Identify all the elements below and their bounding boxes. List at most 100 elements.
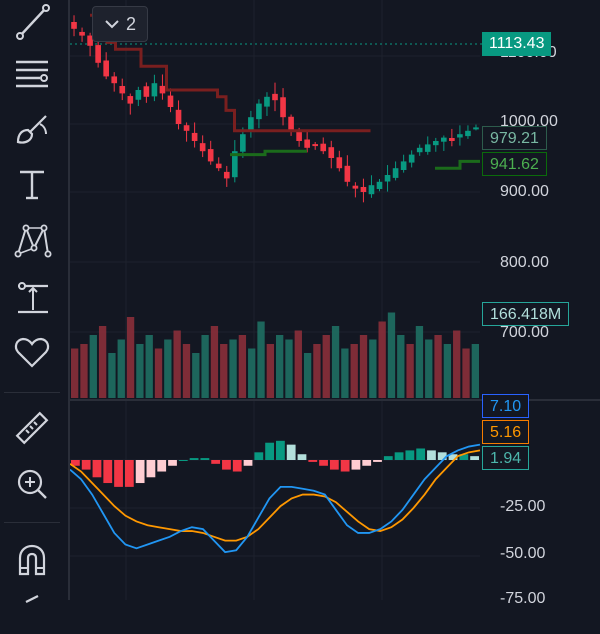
volume-bar xyxy=(341,348,349,398)
candle-body xyxy=(416,147,423,153)
candle-body xyxy=(111,76,118,84)
candle-body xyxy=(449,137,455,141)
magnet-tool[interactable] xyxy=(8,538,56,582)
candle-body xyxy=(143,86,150,97)
histogram-bar xyxy=(146,460,156,478)
volume-bar xyxy=(369,339,377,398)
fib-retracement-icon xyxy=(16,60,48,88)
candle-body xyxy=(384,175,391,182)
text-tool[interactable] xyxy=(8,162,56,206)
magnet-icon xyxy=(18,544,46,576)
volume-bar xyxy=(276,335,284,398)
histogram-bar xyxy=(232,460,242,472)
candle-body xyxy=(151,83,158,97)
histogram-bar xyxy=(297,454,307,460)
candle-body xyxy=(465,130,471,137)
volume-bar xyxy=(89,335,97,398)
histogram-bar xyxy=(114,460,123,487)
measure-projection-icon xyxy=(18,282,48,314)
histogram-bar xyxy=(416,448,426,460)
ruler-tool[interactable] xyxy=(8,406,56,450)
price-axis-label: 800.00 xyxy=(500,254,549,271)
volume-bar xyxy=(192,353,200,398)
volume-bar xyxy=(406,344,414,398)
volume-bar xyxy=(453,330,461,398)
histogram-bar xyxy=(308,460,318,462)
toolbar-divider xyxy=(4,522,60,523)
supertrend-down-line xyxy=(90,13,371,133)
brush-icon xyxy=(16,115,47,144)
trend-line-tool[interactable] xyxy=(8,0,56,44)
histogram-bar xyxy=(103,460,113,484)
candle-body xyxy=(175,109,182,124)
volume-bar xyxy=(117,339,125,398)
price-axis-label: 1000.00 xyxy=(500,113,558,130)
candle-body xyxy=(240,134,246,152)
volume-bar xyxy=(229,339,237,398)
volume-bar xyxy=(220,344,228,398)
histogram-bar xyxy=(211,460,221,464)
indicator-axis-label: -75.00 xyxy=(500,590,546,607)
candle-body xyxy=(457,134,463,138)
histogram-bar xyxy=(383,456,393,460)
chart-area[interactable]: 1100.00 1000.00 900.00 800.00 700.00 -25… xyxy=(70,0,600,607)
candle-body xyxy=(223,171,230,179)
zoom-in-icon xyxy=(17,469,47,499)
candle-body xyxy=(368,185,375,195)
volume-bar xyxy=(257,321,265,398)
collapse-indicators-button[interactable]: 2 xyxy=(92,6,148,42)
histogram-bar xyxy=(362,460,372,466)
supertrend-tag: 941.62 xyxy=(482,152,547,176)
candle-body xyxy=(296,131,302,141)
histogram-bar xyxy=(135,460,145,484)
candle-body xyxy=(432,141,439,146)
projection-tool[interactable] xyxy=(8,276,56,320)
volume-tag: 166.418M xyxy=(482,302,570,326)
candle-body xyxy=(360,186,367,192)
candle-body xyxy=(119,85,126,94)
candle-body xyxy=(215,163,222,169)
indicator-axis-label: -25.00 xyxy=(500,498,546,515)
volume-bar xyxy=(303,353,312,398)
macd-line xyxy=(70,443,481,554)
volume-bar xyxy=(126,317,135,398)
volume-bar xyxy=(238,335,247,398)
price-axis-label: 700.00 xyxy=(500,324,549,341)
histogram-bar xyxy=(168,460,177,466)
fib-retracement-tool[interactable] xyxy=(8,52,56,96)
candle-body xyxy=(167,95,174,107)
volume-bar xyxy=(294,330,302,398)
volume-bar xyxy=(415,326,424,398)
macd-value-tag: 7.10 xyxy=(482,394,530,418)
volume-bar xyxy=(387,312,396,398)
last-price-tag: 1113.43 xyxy=(482,32,552,56)
histogram-bar xyxy=(243,460,253,466)
volume-bar xyxy=(462,348,470,398)
histogram-bar xyxy=(437,452,447,460)
candle-body xyxy=(288,116,294,131)
volume-bar xyxy=(266,344,274,398)
candle-body xyxy=(320,143,327,152)
pattern-tool-icon xyxy=(14,224,52,258)
histogram-bar xyxy=(459,454,469,460)
histogram-bar xyxy=(470,456,479,460)
histogram-bar xyxy=(178,460,188,461)
candle-body xyxy=(336,157,343,169)
candle-body xyxy=(95,45,101,63)
favorites-tool[interactable] xyxy=(8,330,56,374)
volume-bar xyxy=(154,348,163,398)
histogram-bar xyxy=(81,460,91,470)
histogram-bar xyxy=(222,460,231,470)
upper-band-tag: 979.21 xyxy=(482,126,547,150)
candle-body xyxy=(400,161,407,170)
more-tools[interactable] xyxy=(8,590,56,634)
histogram-bar xyxy=(373,460,382,462)
pattern-tool[interactable] xyxy=(8,218,56,262)
brush-tool[interactable] xyxy=(8,106,56,150)
volume-bar xyxy=(471,344,479,398)
histogram-bar xyxy=(286,444,296,460)
histogram-bar xyxy=(329,460,339,470)
candle-body xyxy=(352,185,359,189)
candle-body xyxy=(272,93,278,101)
zoom-in-tool[interactable] xyxy=(8,462,56,506)
